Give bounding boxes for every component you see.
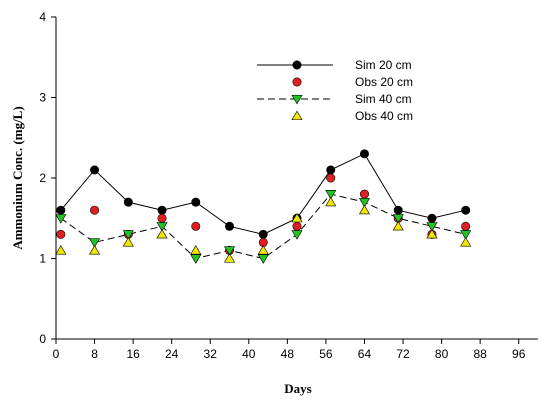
data-point-series-2 xyxy=(358,198,371,208)
y-tick-label: 0 xyxy=(39,332,46,346)
data-point-series-2 xyxy=(460,230,472,240)
x-tick-label: 0 xyxy=(53,347,60,361)
data-point-series-3 xyxy=(89,245,101,255)
data-point-series-1 xyxy=(326,173,336,183)
x-tick-label: 16 xyxy=(126,347,140,361)
data-point-series-3 xyxy=(325,196,337,207)
x-tick-label: 32 xyxy=(204,347,218,361)
legend-marker-2 xyxy=(291,94,303,105)
y-tick-label: 2 xyxy=(39,171,46,185)
y-tick-label: 1 xyxy=(39,252,46,266)
data-point-series-3 xyxy=(156,229,168,239)
data-point-series-3 xyxy=(291,212,303,223)
data-point-series-3 xyxy=(257,245,269,255)
legend-marker-0 xyxy=(292,60,302,70)
data-point-series-1 xyxy=(461,221,471,231)
data-point-series-3 xyxy=(122,237,134,247)
data-point-series-0 xyxy=(90,165,100,175)
x-tick-label: 96 xyxy=(512,347,526,361)
legend-label-3: Obs 40 cm xyxy=(355,109,413,123)
data-point-series-1 xyxy=(292,221,302,231)
x-tick-label: 80 xyxy=(435,347,449,361)
data-point-series-2 xyxy=(55,214,67,224)
data-point-series-0 xyxy=(123,197,133,207)
data-point-series-0 xyxy=(56,205,66,215)
y-tick-label: 3 xyxy=(39,91,46,105)
legend-label-1: Obs 20 cm xyxy=(355,75,413,89)
data-point-series-1 xyxy=(191,221,201,231)
data-point-series-0 xyxy=(191,197,201,207)
x-tick-label: 64 xyxy=(358,347,372,361)
data-point-series-1 xyxy=(90,205,100,215)
data-point-series-2 xyxy=(291,230,303,240)
data-point-series-1 xyxy=(157,213,167,223)
legend-label-2: Sim 40 cm xyxy=(355,92,412,106)
y-tick-label: 4 xyxy=(39,10,46,24)
x-tick-label: 56 xyxy=(319,347,333,361)
data-point-series-3 xyxy=(392,220,404,231)
data-point-series-2 xyxy=(89,238,101,248)
x-axis-title: Days xyxy=(284,381,311,396)
y-axis-title: Ammonium Conc. (mg/L) xyxy=(10,106,25,249)
x-tick-label: 24 xyxy=(165,347,179,361)
data-point-series-3 xyxy=(460,237,472,247)
data-point-series-0 xyxy=(258,229,268,239)
data-point-series-1 xyxy=(359,189,369,199)
x-tick-label: 48 xyxy=(281,347,295,361)
data-point-series-3 xyxy=(55,245,67,255)
x-tick-label: 8 xyxy=(91,347,98,361)
data-point-series-1 xyxy=(56,229,66,239)
data-point-series-2 xyxy=(122,230,134,240)
data-point-series-2 xyxy=(392,214,404,224)
data-point-series-3 xyxy=(426,229,438,239)
data-point-series-2 xyxy=(257,254,269,264)
data-point-series-0 xyxy=(393,205,403,215)
series-line-0 xyxy=(60,153,466,235)
legend-marker-3 xyxy=(291,110,303,121)
data-point-series-3 xyxy=(358,204,371,215)
data-point-series-2 xyxy=(190,254,202,264)
data-point-series-3 xyxy=(190,245,202,255)
legend-label-0: Sim 20 cm xyxy=(355,58,412,72)
x-tick-label: 40 xyxy=(242,347,256,361)
data-point-series-2 xyxy=(426,222,438,232)
data-point-series-2 xyxy=(223,246,236,256)
x-tick-label: 72 xyxy=(396,347,410,361)
x-tick-label: 88 xyxy=(473,347,487,361)
data-point-series-2 xyxy=(325,190,337,200)
data-point-series-2 xyxy=(156,222,168,232)
data-point-series-0 xyxy=(461,205,471,215)
data-point-series-0 xyxy=(427,213,437,223)
legend-marker-1 xyxy=(292,77,302,87)
data-point-series-0 xyxy=(225,221,235,231)
data-point-series-3 xyxy=(223,253,236,263)
data-point-series-0 xyxy=(359,149,369,159)
data-point-series-0 xyxy=(157,205,167,215)
data-point-series-0 xyxy=(326,165,336,175)
